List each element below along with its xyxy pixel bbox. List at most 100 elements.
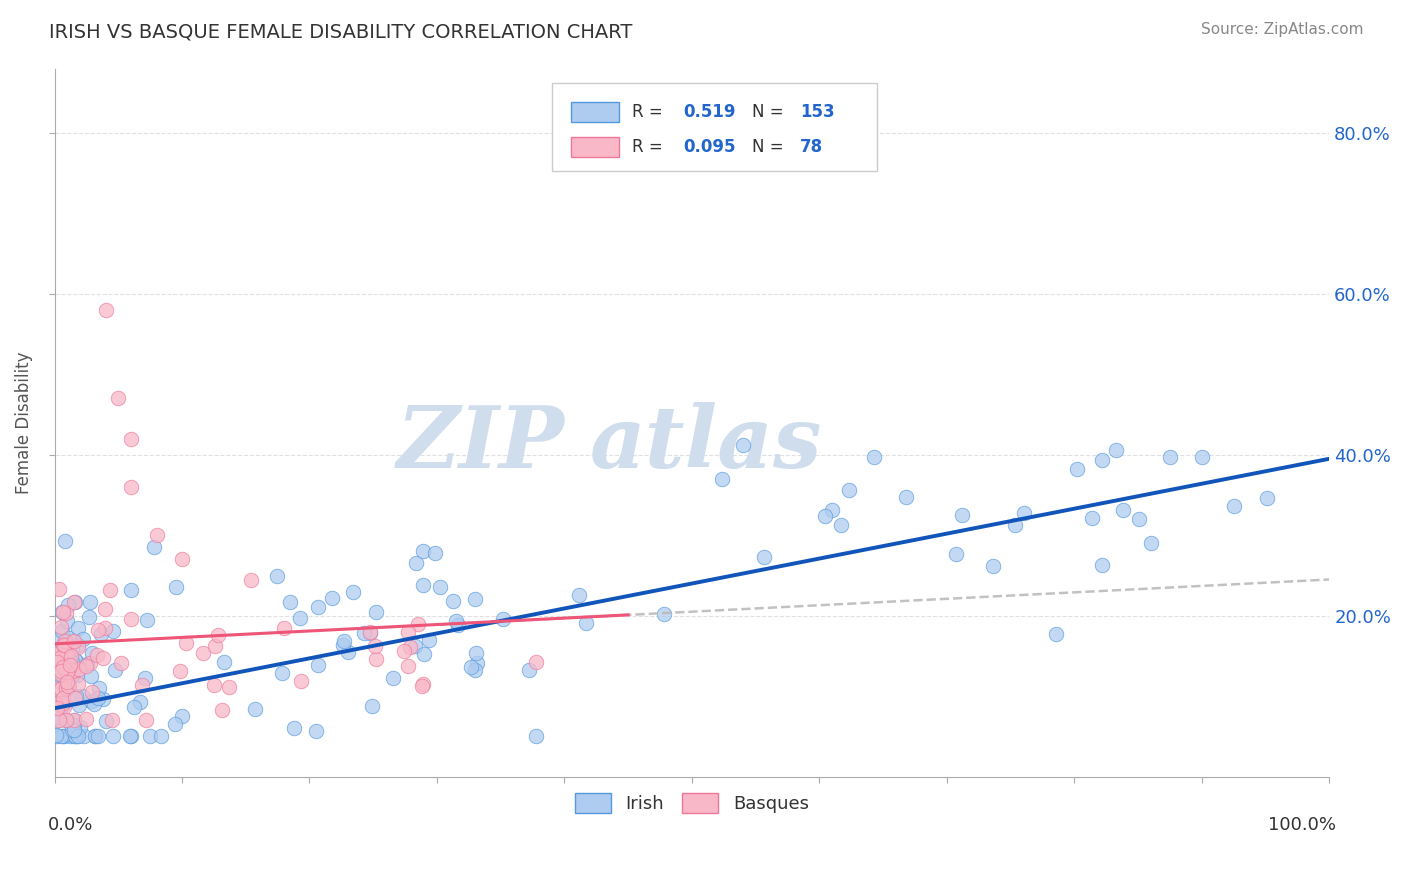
Point	[290, 611, 312, 625]
Point	[364, 651, 387, 665]
Point	[53, 534, 76, 549]
Point	[86, 730, 108, 744]
Point	[49, 642, 72, 657]
Point	[52, 691, 75, 706]
Point	[65, 730, 87, 744]
Point	[67, 676, 90, 690]
Point	[1159, 450, 1181, 465]
Point	[48, 714, 70, 728]
Point	[731, 438, 754, 452]
Point	[87, 681, 110, 695]
Point	[45, 701, 67, 715]
Point	[163, 717, 186, 731]
Point	[63, 634, 86, 648]
Point	[118, 730, 141, 744]
Point	[1004, 517, 1026, 532]
Point	[413, 647, 436, 661]
Point	[170, 708, 193, 723]
Point	[63, 691, 86, 706]
Point	[58, 648, 80, 663]
Point	[75, 712, 97, 726]
Point	[568, 588, 591, 602]
Point	[273, 621, 295, 635]
Point	[58, 669, 80, 683]
Point	[62, 633, 84, 648]
Point	[332, 638, 354, 652]
Point	[63, 595, 86, 609]
Point	[336, 644, 359, 658]
Point	[52, 605, 75, 619]
FancyBboxPatch shape	[571, 102, 619, 121]
Point	[396, 658, 419, 673]
Point	[120, 612, 142, 626]
Point	[945, 547, 967, 561]
Text: 0.519: 0.519	[683, 103, 735, 120]
Point	[174, 636, 197, 650]
Point	[107, 392, 129, 406]
Point	[52, 659, 75, 673]
Point	[412, 544, 434, 558]
Point	[93, 621, 115, 635]
Point	[165, 580, 187, 594]
Point	[405, 556, 427, 570]
Point	[243, 702, 266, 716]
Point	[56, 599, 79, 613]
Point	[524, 730, 547, 744]
Point	[305, 723, 328, 738]
Point	[86, 648, 108, 662]
Point	[1139, 535, 1161, 549]
Point	[418, 633, 440, 648]
Point	[45, 632, 67, 647]
Point	[83, 698, 105, 712]
Point	[894, 491, 917, 505]
Point	[307, 599, 329, 614]
Point	[56, 674, 79, 689]
Point	[91, 651, 114, 665]
Point	[59, 730, 82, 744]
Point	[278, 595, 301, 609]
Point	[55, 637, 77, 651]
Point	[1091, 453, 1114, 467]
Point	[444, 614, 467, 628]
Point	[48, 694, 70, 708]
Point	[122, 700, 145, 714]
Point	[404, 639, 426, 653]
Point	[53, 730, 76, 744]
Point	[84, 730, 107, 744]
Text: 100.0%: 100.0%	[1268, 815, 1336, 833]
Point	[142, 540, 165, 554]
Point	[65, 654, 87, 668]
Point	[399, 640, 422, 654]
Text: N =: N =	[752, 103, 789, 120]
Point	[364, 639, 387, 653]
Point	[359, 626, 381, 640]
Point	[76, 657, 98, 671]
Point	[52, 698, 75, 712]
Point	[813, 508, 835, 523]
Point	[67, 730, 90, 744]
Point	[359, 624, 381, 639]
Point	[211, 703, 233, 717]
Point	[307, 657, 329, 672]
Point	[145, 528, 167, 542]
Point	[53, 700, 76, 714]
Point	[51, 624, 73, 638]
Point	[429, 580, 451, 594]
Point	[139, 730, 162, 744]
Point	[96, 714, 118, 728]
Point	[239, 574, 262, 588]
Point	[56, 679, 79, 693]
Point	[52, 638, 75, 652]
Point	[58, 681, 80, 695]
Point	[120, 480, 142, 494]
Point	[464, 647, 486, 661]
Point	[467, 656, 489, 670]
Point	[1191, 450, 1213, 464]
Point	[353, 625, 375, 640]
Point	[425, 546, 447, 560]
Point	[53, 656, 76, 670]
Point	[110, 656, 132, 670]
Point	[80, 685, 103, 699]
Point	[58, 661, 80, 675]
Point	[63, 718, 86, 732]
